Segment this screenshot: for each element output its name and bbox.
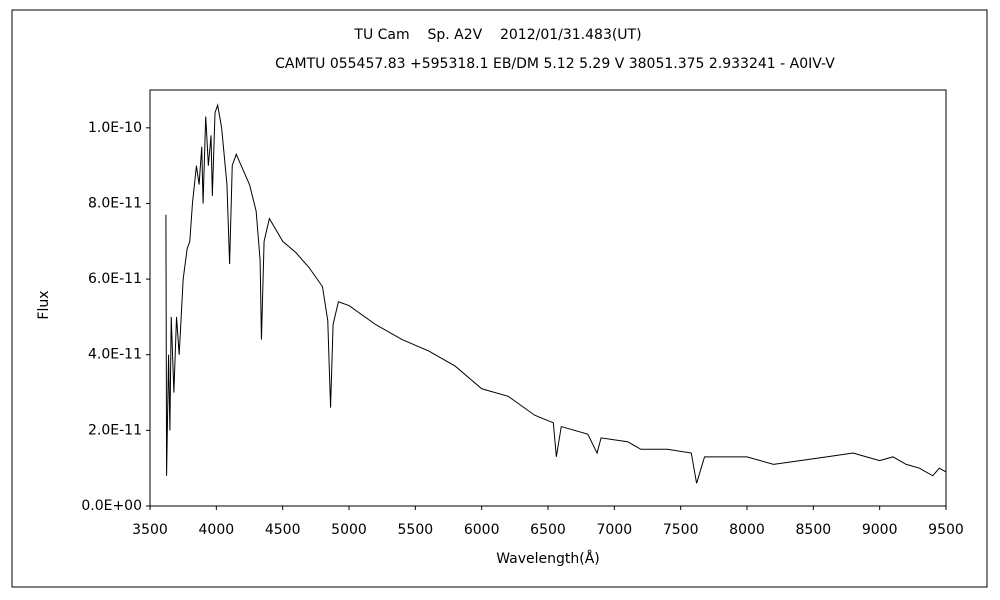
chart-title: TU Cam Sp. A2V 2012/01/31.483(UT) [353, 27, 641, 43]
x-tick-label: 9000 [862, 522, 898, 538]
chart-subtitle: CAMTU 055457.83 +595318.1 EB/DM 5.12 5.2… [275, 56, 835, 72]
y-axis-label: Flux [36, 290, 52, 319]
x-tick-label: 9500 [928, 522, 964, 538]
y-tick-label: 6.0E-11 [88, 271, 142, 287]
x-tick-label: 8000 [729, 522, 765, 538]
x-tick-label: 6500 [530, 522, 566, 538]
x-tick-label: 7500 [663, 522, 699, 538]
y-tick-label: 0.0E+00 [81, 498, 142, 514]
spectrum-line [165, 103, 947, 484]
y-tick-label: 1.0E-10 [88, 120, 142, 136]
y-tick-label: 8.0E-11 [88, 195, 142, 211]
x-tick-label: 8500 [796, 522, 832, 538]
x-tick-label: 5000 [331, 522, 367, 538]
x-tick-label: 3500 [132, 522, 168, 538]
y-tick-label: 4.0E-11 [88, 347, 142, 363]
x-tick-label: 4500 [265, 522, 301, 538]
x-axis-label: Wavelength(Å) [496, 550, 600, 567]
chart-frame [11, 9, 988, 588]
x-tick-label: 6000 [464, 522, 500, 538]
y-tick-label: 2.0E-11 [88, 422, 142, 438]
x-tick-label: 5500 [398, 522, 434, 538]
x-tick-label: 4000 [199, 522, 235, 538]
x-tick-label: 7000 [597, 522, 633, 538]
